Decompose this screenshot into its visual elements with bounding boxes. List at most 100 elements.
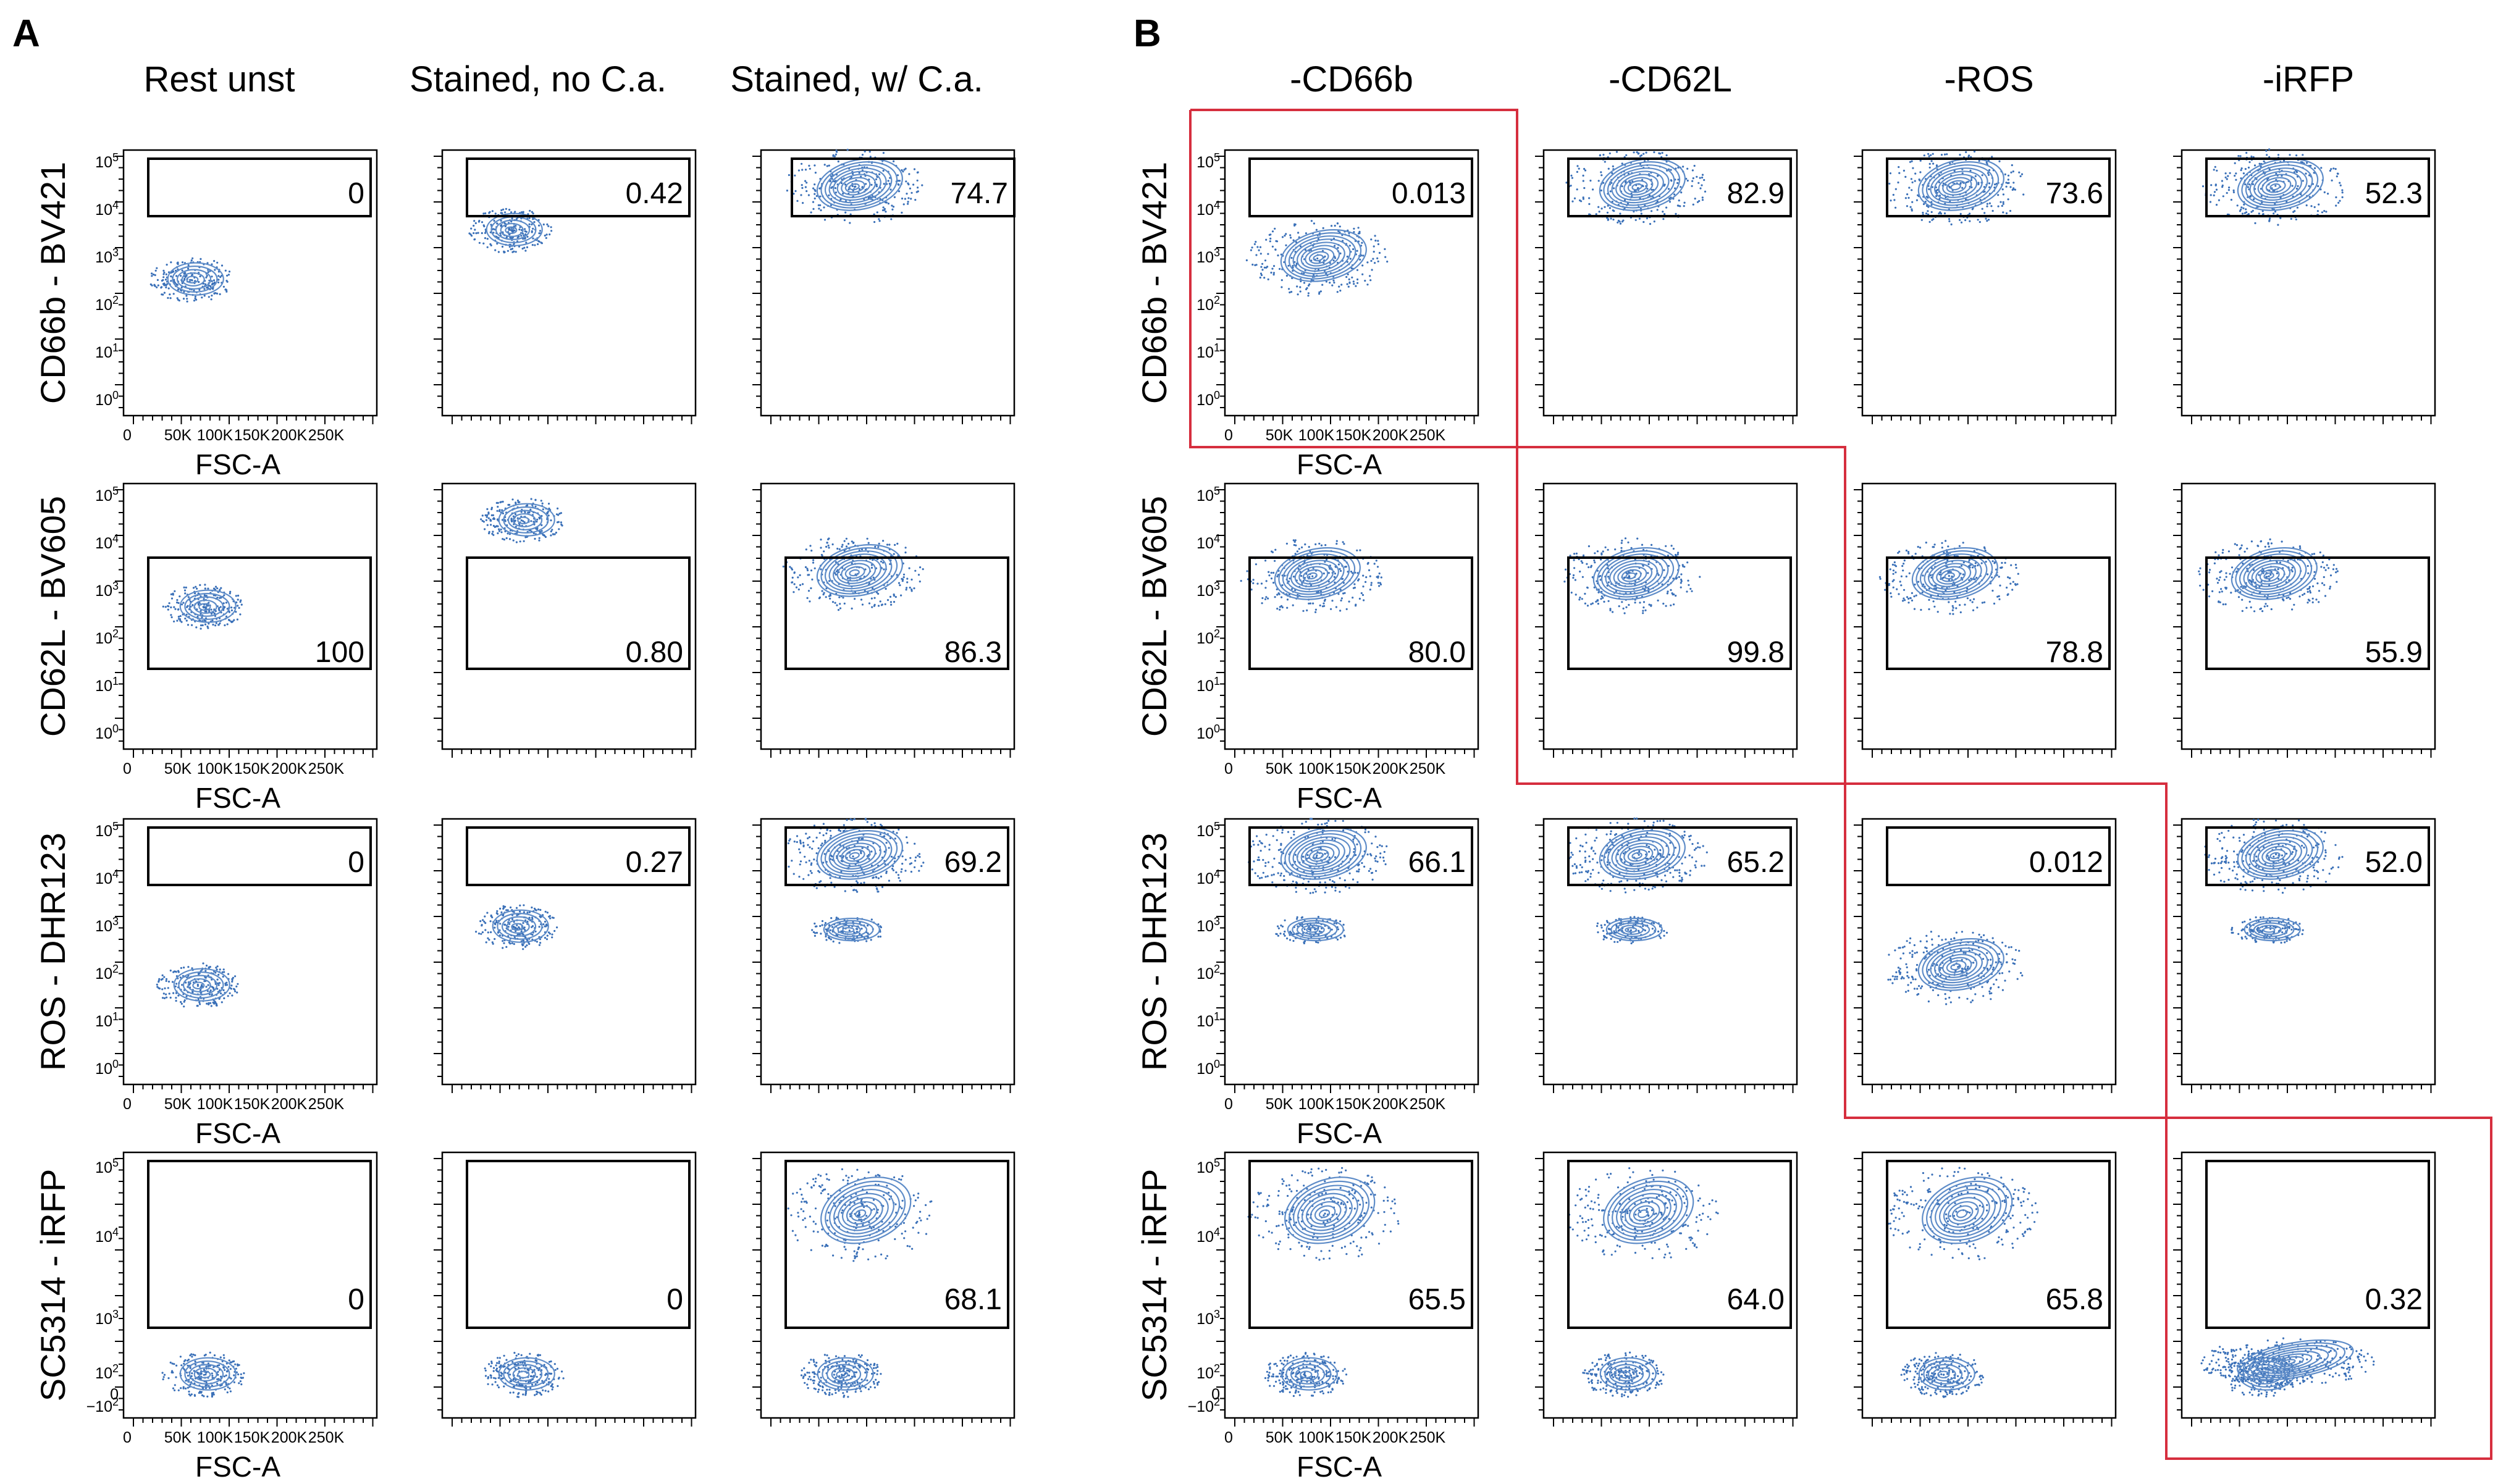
event-dot <box>2007 178 2009 181</box>
event-dot <box>1639 155 1642 157</box>
event-dot <box>1943 212 1946 215</box>
event-dot <box>828 1391 831 1394</box>
event-dot <box>529 1387 532 1390</box>
event-dot <box>214 585 217 588</box>
event-dot <box>912 1226 914 1229</box>
event-dot <box>474 228 476 231</box>
event-dot <box>199 275 201 278</box>
event-dot <box>788 839 791 842</box>
event-dot <box>2202 185 2205 188</box>
event-dot <box>825 596 827 598</box>
event-dot <box>176 602 179 604</box>
event-dot <box>176 619 179 622</box>
event-dot <box>1986 220 1988 222</box>
event-dot <box>814 1372 816 1375</box>
event-dot <box>804 1381 806 1384</box>
gate-percentage: 100 <box>315 636 364 669</box>
y-tick-label: 103 <box>95 915 119 935</box>
event-dot <box>814 1180 817 1183</box>
event-dot <box>853 1250 856 1252</box>
event-dot <box>919 856 921 858</box>
event-dot <box>231 994 233 997</box>
event-dot <box>1296 285 1298 288</box>
event-dot <box>483 225 486 228</box>
event-dot <box>856 841 859 843</box>
event-dot <box>1971 208 1974 211</box>
event-dot <box>209 1351 211 1354</box>
event-dot <box>857 1354 860 1357</box>
event-dot <box>809 1375 811 1378</box>
event-dot <box>167 608 169 611</box>
event-dot <box>820 1192 822 1194</box>
event-dot <box>913 1205 915 1207</box>
event-dot <box>836 604 838 606</box>
event-dot <box>524 1394 527 1396</box>
event-dot <box>184 275 187 278</box>
event-dot <box>229 1368 232 1370</box>
event-dot <box>1928 188 1930 190</box>
event-dot <box>174 608 177 610</box>
event-dot <box>217 624 220 626</box>
event-dot <box>847 1396 849 1398</box>
event-dot <box>851 1175 853 1177</box>
event-dot <box>542 1389 544 1391</box>
event-dot <box>515 218 518 220</box>
event-dot <box>233 1360 235 1362</box>
event-dot <box>828 537 830 540</box>
event-dot <box>1960 221 1963 224</box>
gate-box <box>466 556 691 670</box>
event-dot <box>502 907 505 910</box>
density-contour <box>511 923 524 931</box>
event-dot <box>887 180 889 182</box>
event-dot <box>166 996 168 999</box>
event-dot <box>185 613 188 616</box>
event-dot <box>495 1367 498 1370</box>
event-dot <box>2019 175 2022 177</box>
event-dot <box>825 832 828 835</box>
event-dot <box>496 509 498 512</box>
event-dot <box>511 918 514 920</box>
event-dot <box>509 942 511 945</box>
event-dot <box>212 279 216 282</box>
event-dot <box>544 937 547 939</box>
event-dot <box>485 519 488 521</box>
event-dot <box>804 855 806 858</box>
event-dot <box>2339 182 2341 184</box>
density-contour <box>497 913 543 940</box>
event-dot <box>1928 220 1931 223</box>
event-dot <box>888 847 890 849</box>
event-dot <box>232 620 234 623</box>
x-tick-label: 250K <box>308 760 345 778</box>
event-dot <box>828 595 830 597</box>
event-dot <box>1662 218 1665 220</box>
event-dot <box>521 211 524 214</box>
event-dot <box>841 543 844 546</box>
event-dot <box>1683 205 1685 208</box>
event-dot <box>236 618 238 621</box>
event-dot <box>178 300 180 302</box>
event-dot <box>1274 248 1277 251</box>
event-dot <box>857 837 860 840</box>
x-tick-label: 100K <box>197 1429 233 1446</box>
event-dot <box>511 498 514 501</box>
event-dot <box>867 1388 870 1391</box>
event-dot <box>835 573 837 576</box>
event-dot <box>855 1371 858 1373</box>
event-dot <box>2229 172 2231 174</box>
event-dot <box>529 1380 532 1383</box>
gate-percentage: 0 <box>667 1283 683 1316</box>
event-dot <box>904 198 906 200</box>
event-dot <box>866 537 868 540</box>
event-dot <box>808 164 810 167</box>
event-dot <box>1633 151 1635 154</box>
event-dot <box>1316 257 1319 260</box>
event-dot <box>235 985 238 987</box>
event-dot <box>918 853 921 855</box>
event-dot <box>491 532 494 535</box>
event-dot <box>868 602 871 605</box>
plot-frame <box>441 818 697 1086</box>
event-dot <box>1959 219 1961 221</box>
event-dot <box>164 279 167 281</box>
event-dot <box>1678 199 1680 202</box>
